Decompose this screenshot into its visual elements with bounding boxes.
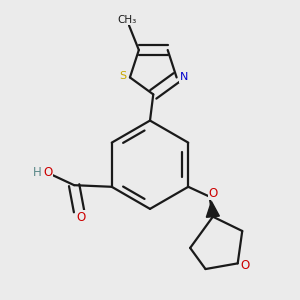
- Polygon shape: [206, 202, 219, 217]
- Text: S: S: [119, 71, 126, 81]
- Text: O: O: [240, 259, 250, 272]
- Text: O: O: [208, 187, 218, 200]
- Text: CH₃: CH₃: [118, 15, 137, 25]
- Text: O: O: [76, 211, 85, 224]
- Text: N: N: [180, 72, 188, 82]
- Text: O: O: [43, 166, 52, 178]
- Text: H: H: [33, 166, 41, 178]
